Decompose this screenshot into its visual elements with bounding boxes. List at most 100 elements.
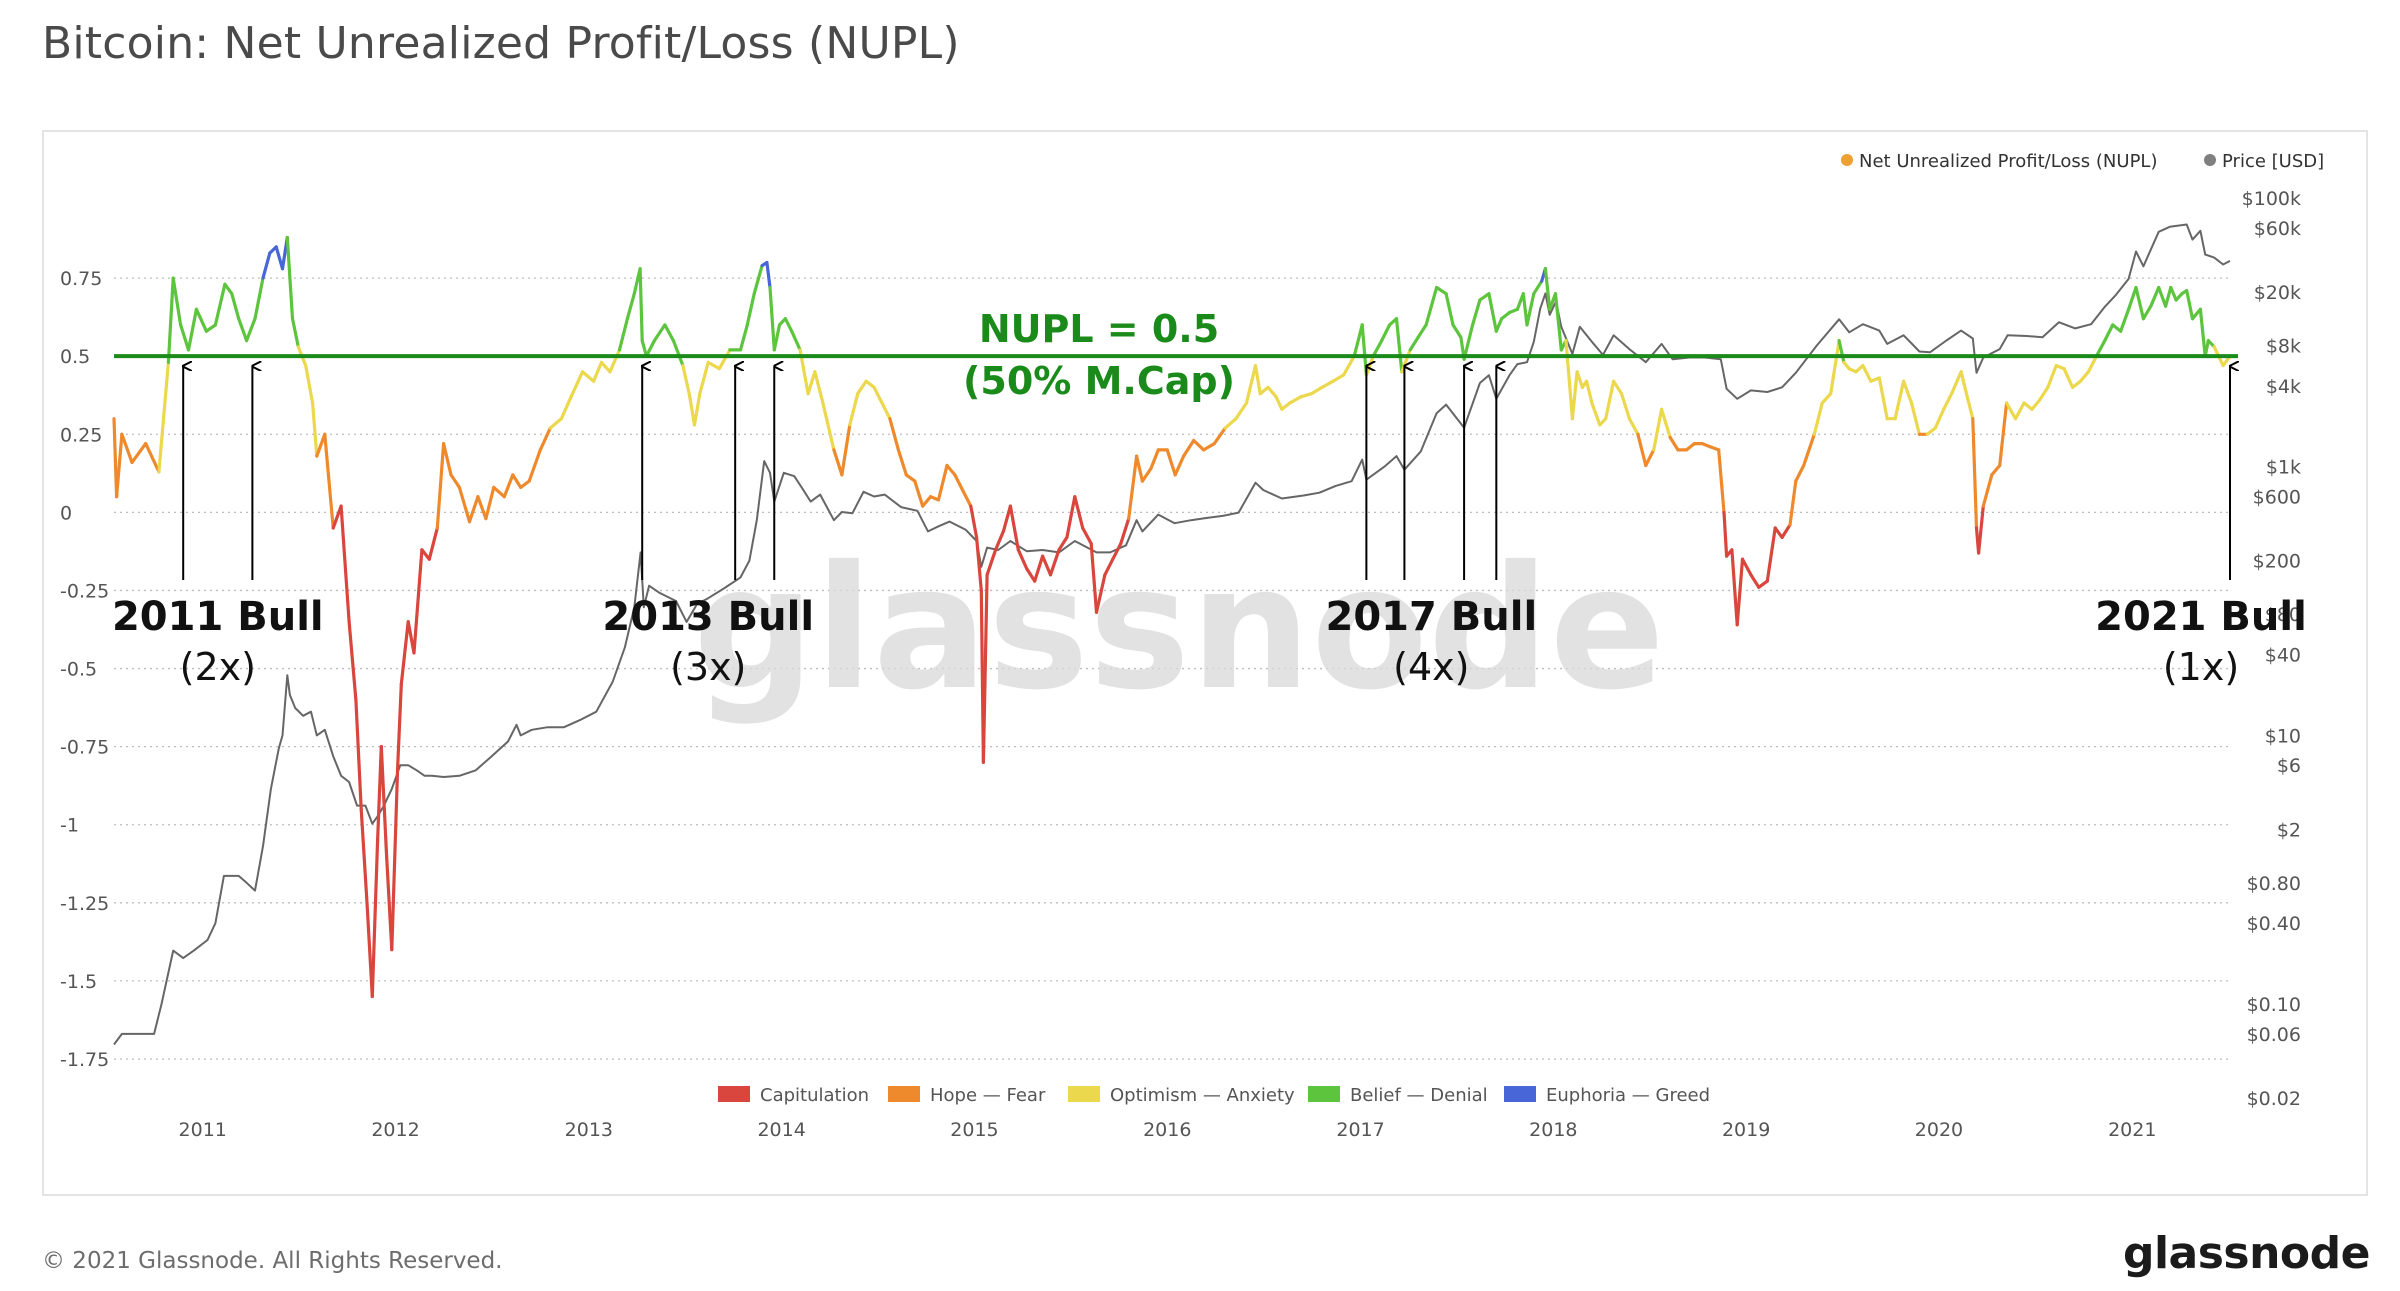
nupl-segment	[638, 267, 644, 343]
nupl-segment	[1644, 448, 1656, 468]
legend-nupl-dot	[1841, 154, 1853, 166]
nupl-segment	[1192, 438, 1206, 452]
nupl-segment	[1309, 385, 1324, 396]
nupl-segment	[1462, 323, 1475, 361]
annotation-multiplier: (1x)	[2163, 645, 2239, 689]
legend-price-dot	[2204, 154, 2216, 166]
nupl-segment	[913, 479, 925, 508]
nupl-segment	[1173, 454, 1186, 477]
nupl-segment	[1258, 385, 1270, 396]
nupl-segment	[1668, 435, 1680, 452]
nupl-segment	[1223, 417, 1238, 430]
nupl-segment	[1478, 292, 1491, 302]
y-tick-label: 0.75	[60, 268, 102, 290]
nupl-segment	[706, 360, 721, 371]
nupl-segment	[449, 473, 461, 489]
nupl-segment	[311, 401, 319, 458]
nupl-segment	[502, 473, 515, 499]
nupl-segment	[625, 292, 636, 321]
x-tick-label: 2012	[371, 1119, 419, 1141]
price-tick-label: $0.06	[2247, 1024, 2301, 1046]
nupl-segment	[2086, 354, 2098, 374]
nupl-segment	[1119, 517, 1131, 546]
nupl-segment	[2094, 339, 2107, 358]
annotation-label: 2011 Bull	[112, 594, 324, 640]
nupl-segment	[2157, 285, 2168, 308]
x-tick-label: 2013	[565, 1119, 613, 1141]
nupl-segment	[1990, 463, 2002, 477]
nupl-segment	[663, 323, 676, 343]
nupl-segment	[772, 323, 782, 352]
nupl-segment	[1048, 548, 1061, 577]
nupl-segment	[157, 360, 171, 474]
nupl-segment	[1735, 557, 1745, 627]
nupl-segment	[1134, 454, 1145, 483]
nupl-segment	[599, 360, 612, 374]
annotation-multiplier: (3x)	[670, 645, 746, 689]
y-tick-label: -1.25	[60, 893, 109, 915]
nupl-segment	[652, 323, 667, 343]
price-tick-label: $0.10	[2247, 994, 2301, 1016]
nupl-segment	[1636, 432, 1648, 468]
nupl-segment	[204, 323, 217, 333]
nupl-segment	[1981, 473, 1994, 508]
nupl-segment	[790, 329, 802, 352]
nupl-segment	[640, 339, 649, 358]
nupl-segment	[1861, 364, 1873, 383]
nupl-segment	[1016, 548, 1029, 571]
price-tick-label: $600	[2253, 487, 2301, 509]
legend-nupl-label: Net Unrealized Profit/Loss (NUPL)	[1859, 151, 2157, 172]
y-tick-label: 0.5	[60, 346, 90, 368]
nupl-segment	[130, 442, 148, 464]
nupl-segment	[1073, 495, 1085, 530]
price-tick-label: $10	[2265, 725, 2301, 747]
price-tick-label: $4k	[2266, 376, 2301, 398]
nupl-segment	[186, 307, 198, 352]
nupl-segment	[1933, 407, 1946, 430]
nupl-segment	[1103, 557, 1115, 577]
nupl-segment	[1942, 392, 1954, 411]
nupl-segment	[339, 504, 351, 624]
nupl-segment	[1165, 448, 1177, 477]
price-tick-label: $60k	[2254, 218, 2301, 240]
legend-zone-swatch	[1504, 1086, 1536, 1102]
nupl-segment	[2203, 339, 2210, 358]
nupl-segment	[617, 317, 630, 352]
price-tick-label: $6	[2277, 755, 2301, 777]
nupl-segment	[1619, 392, 1632, 421]
nupl-segment	[953, 473, 965, 493]
nupl-segment	[1722, 510, 1729, 558]
nupl-segment	[1966, 398, 1975, 421]
legend-zone-swatch	[888, 1086, 920, 1102]
nupl-segment	[2062, 367, 2075, 389]
nupl-segment	[1627, 417, 1640, 436]
nupl-segment	[1740, 557, 1753, 577]
nupl-segment	[1780, 523, 1792, 539]
nupl-segment	[1299, 392, 1314, 399]
nupl-segment	[1717, 448, 1726, 514]
price-tick-label: $2	[2277, 819, 2301, 841]
nupl-segment	[1212, 426, 1227, 446]
nupl-segment	[548, 417, 564, 430]
nupl-segment	[783, 317, 794, 333]
nupl-segment	[379, 744, 389, 858]
nupl-segment	[354, 698, 363, 811]
nupl-segment	[166, 276, 175, 364]
price-tick-label: $1k	[2266, 457, 2301, 479]
nupl-segment	[813, 370, 825, 405]
nupl-segment	[390, 766, 400, 952]
nupl-segment	[245, 317, 257, 343]
nupl-segment	[1434, 285, 1448, 296]
nupl-segment	[1730, 548, 1739, 627]
glassnode-logo[interactable]: glassnode	[2122, 1228, 2371, 1279]
nupl-segment	[492, 485, 506, 499]
nupl-segment	[399, 620, 410, 686]
x-tick-label: 2018	[1529, 1119, 1577, 1141]
nupl-segment	[945, 463, 957, 477]
nupl-segment	[1364, 354, 1375, 377]
nupl-segment	[1033, 554, 1045, 583]
nupl-segment	[765, 260, 772, 290]
nupl-segment	[442, 442, 453, 477]
nupl-segment	[936, 463, 949, 502]
nupl-segment	[315, 432, 327, 458]
